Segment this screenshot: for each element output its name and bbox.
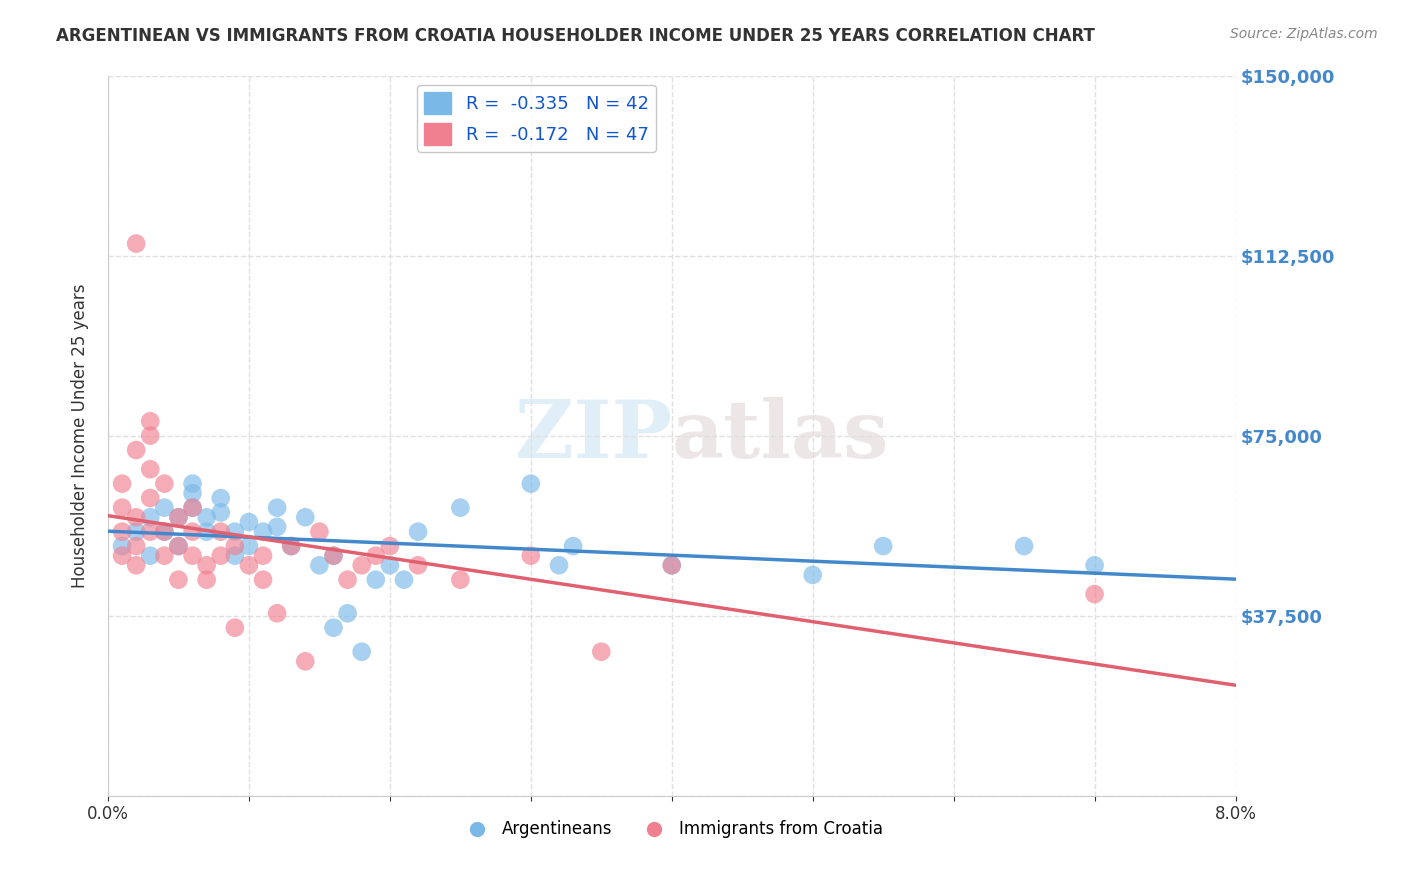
- Point: [661, 558, 683, 573]
- Point: [378, 558, 401, 573]
- Point: [195, 524, 218, 539]
- Point: [181, 549, 204, 563]
- Point: [661, 558, 683, 573]
- Point: [591, 645, 613, 659]
- Point: [266, 520, 288, 534]
- Point: [153, 524, 176, 539]
- Point: [1084, 587, 1107, 601]
- Point: [181, 524, 204, 539]
- Point: [167, 573, 190, 587]
- Point: [322, 621, 344, 635]
- Point: [350, 645, 373, 659]
- Point: [378, 539, 401, 553]
- Point: [111, 500, 134, 515]
- Point: [181, 476, 204, 491]
- Point: [238, 539, 260, 553]
- Point: [280, 539, 302, 553]
- Point: [252, 549, 274, 563]
- Point: [167, 539, 190, 553]
- Point: [167, 510, 190, 524]
- Point: [294, 510, 316, 524]
- Point: [153, 524, 176, 539]
- Point: [449, 573, 471, 587]
- Point: [266, 500, 288, 515]
- Point: [125, 539, 148, 553]
- Point: [266, 607, 288, 621]
- Point: [449, 500, 471, 515]
- Point: [1084, 558, 1107, 573]
- Point: [181, 486, 204, 500]
- Point: [238, 515, 260, 529]
- Point: [364, 549, 387, 563]
- Point: [364, 573, 387, 587]
- Point: [195, 510, 218, 524]
- Point: [350, 558, 373, 573]
- Text: ARGENTINEAN VS IMMIGRANTS FROM CROATIA HOUSEHOLDER INCOME UNDER 25 YEARS CORRELA: ARGENTINEAN VS IMMIGRANTS FROM CROATIA H…: [56, 27, 1095, 45]
- Point: [125, 558, 148, 573]
- Point: [406, 558, 429, 573]
- Point: [520, 476, 543, 491]
- Y-axis label: Householder Income Under 25 years: Householder Income Under 25 years: [72, 284, 89, 588]
- Point: [167, 539, 190, 553]
- Point: [139, 428, 162, 442]
- Text: Source: ZipAtlas.com: Source: ZipAtlas.com: [1230, 27, 1378, 41]
- Point: [209, 506, 232, 520]
- Point: [195, 573, 218, 587]
- Point: [139, 491, 162, 505]
- Point: [308, 558, 330, 573]
- Point: [406, 524, 429, 539]
- Point: [111, 476, 134, 491]
- Text: ZIP: ZIP: [515, 397, 672, 475]
- Point: [252, 524, 274, 539]
- Point: [872, 539, 894, 553]
- Point: [139, 510, 162, 524]
- Point: [224, 621, 246, 635]
- Legend: R =  -0.335   N = 42, R =  -0.172   N = 47: R = -0.335 N = 42, R = -0.172 N = 47: [418, 85, 657, 152]
- Point: [209, 549, 232, 563]
- Point: [153, 500, 176, 515]
- Point: [238, 558, 260, 573]
- Point: [139, 524, 162, 539]
- Point: [801, 567, 824, 582]
- Point: [392, 573, 415, 587]
- Point: [153, 549, 176, 563]
- Point: [224, 549, 246, 563]
- Point: [252, 573, 274, 587]
- Point: [322, 549, 344, 563]
- Point: [167, 510, 190, 524]
- Point: [181, 500, 204, 515]
- Point: [111, 539, 134, 553]
- Point: [125, 443, 148, 458]
- Point: [209, 491, 232, 505]
- Point: [562, 539, 585, 553]
- Point: [139, 549, 162, 563]
- Point: [139, 462, 162, 476]
- Point: [322, 549, 344, 563]
- Point: [125, 510, 148, 524]
- Point: [125, 236, 148, 251]
- Point: [111, 549, 134, 563]
- Point: [224, 539, 246, 553]
- Point: [139, 414, 162, 428]
- Point: [336, 573, 359, 587]
- Point: [195, 558, 218, 573]
- Point: [336, 607, 359, 621]
- Point: [224, 524, 246, 539]
- Point: [520, 549, 543, 563]
- Point: [308, 524, 330, 539]
- Point: [1012, 539, 1035, 553]
- Point: [181, 500, 204, 515]
- Point: [125, 524, 148, 539]
- Point: [280, 539, 302, 553]
- Point: [294, 654, 316, 668]
- Point: [153, 476, 176, 491]
- Point: [209, 524, 232, 539]
- Point: [111, 524, 134, 539]
- Point: [548, 558, 571, 573]
- Text: atlas: atlas: [672, 397, 889, 475]
